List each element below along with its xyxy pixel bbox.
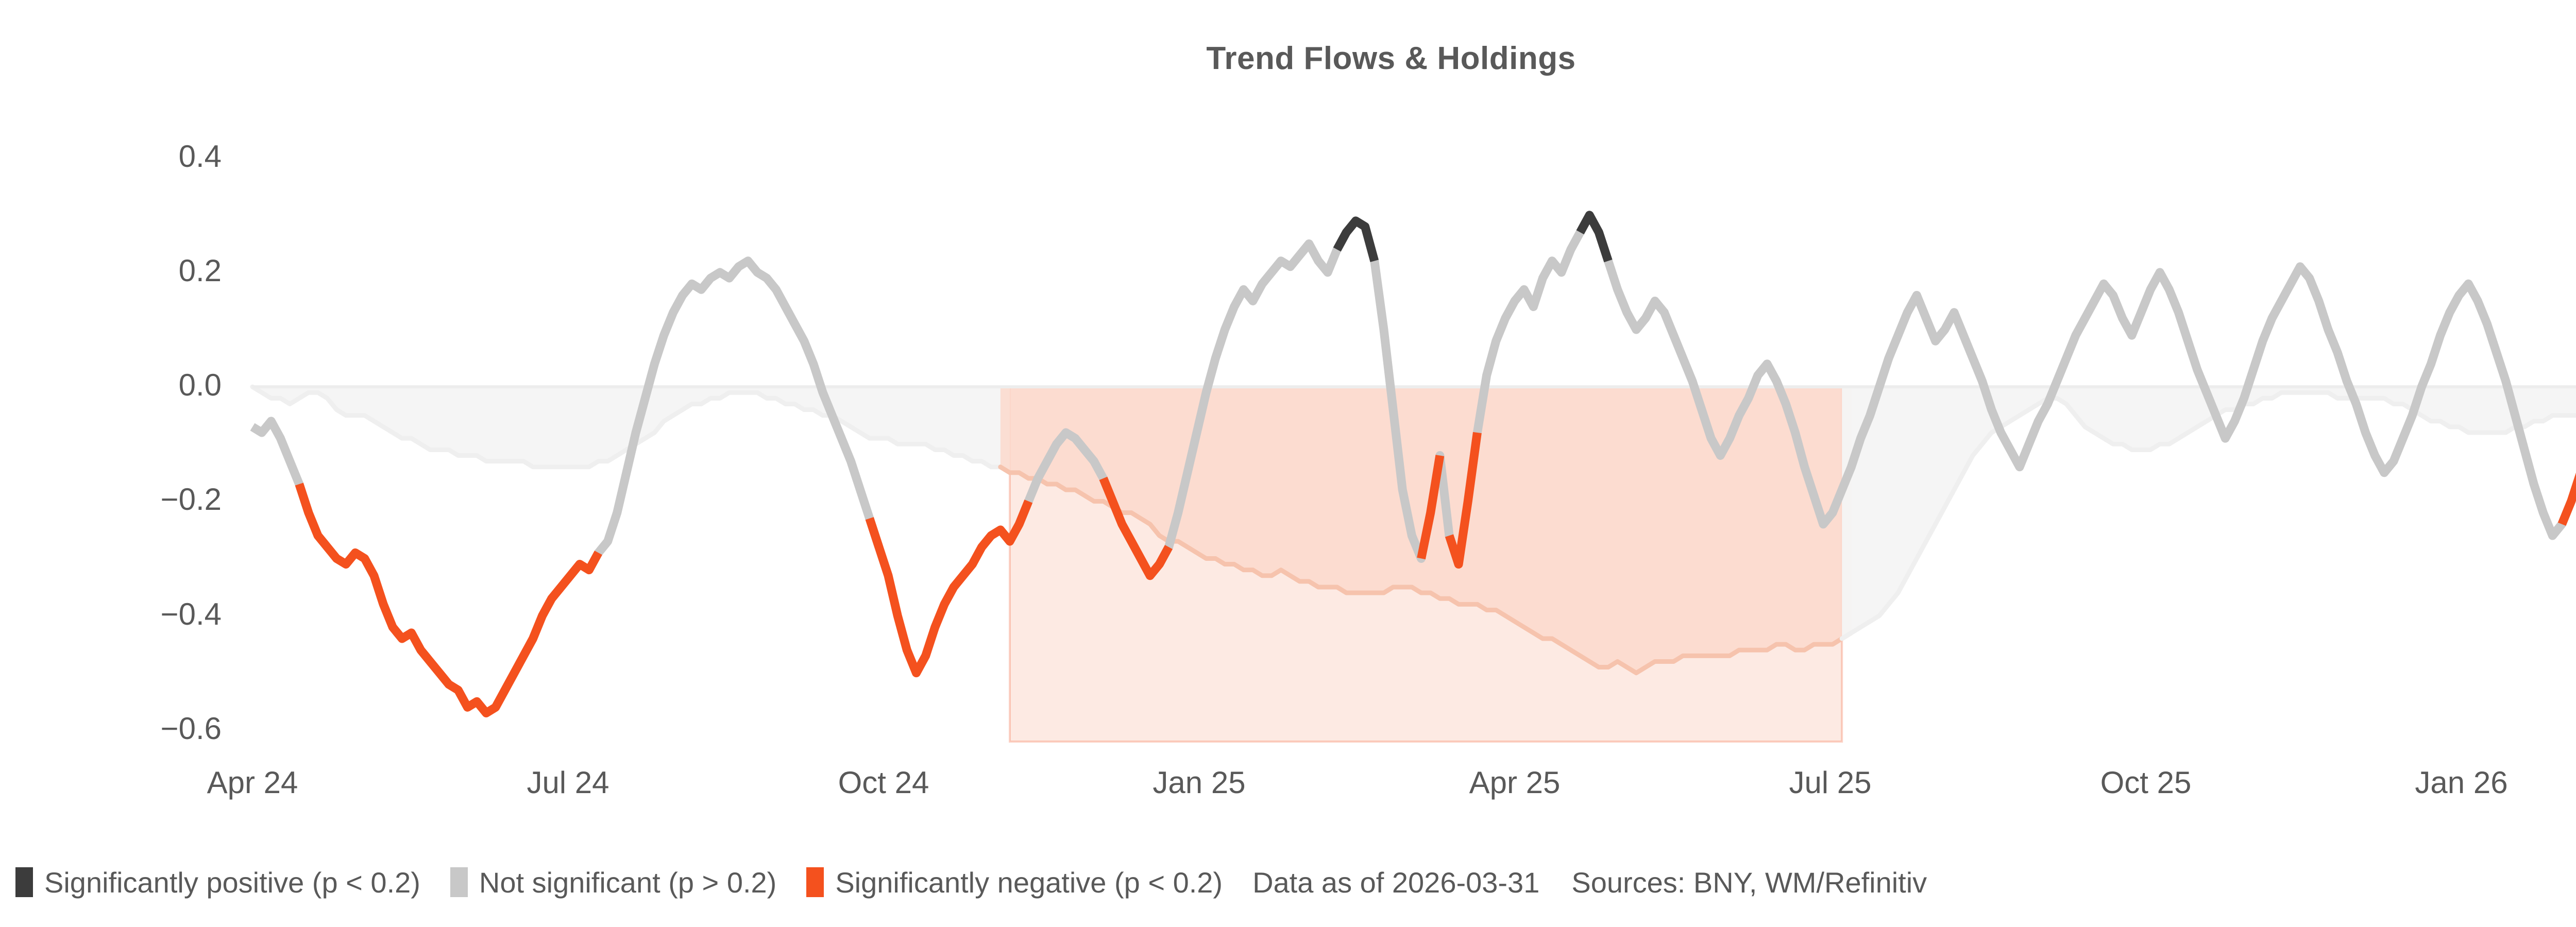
x-tick-label: Oct 25 [2100, 765, 2192, 800]
x-tick-label: Jul 24 [527, 765, 609, 800]
page-title: Trend Flows & Holdings [1206, 41, 1576, 76]
y-tick-label: 0.0 [178, 368, 222, 403]
legend-swatch-neutral-icon [450, 867, 468, 897]
legend-not-significant[interactable]: Not significant (p > 0.2) [450, 866, 776, 899]
legend-significant-negative[interactable]: Significantly negative (p < 0.2) [806, 866, 1223, 899]
sources-note: Sources: BNY, WM/Refinitiv [1571, 866, 1927, 899]
trend-line-segment-ns [1463, 213, 1594, 502]
trend-line-segment-neg [1417, 455, 1445, 560]
y-tick-label: −0.6 [160, 711, 222, 746]
trend-line-segment-neg [295, 483, 602, 717]
legend-label-neutral: Not significant (p > 0.2) [479, 866, 777, 899]
chart-legend: Significantly positive (p < 0.2) Not sig… [15, 859, 2576, 905]
trend-line-segment-pos [1576, 211, 1613, 263]
legend-swatch-negative-icon [806, 867, 824, 897]
legend-label-negative: Significantly negative (p < 0.2) [835, 866, 1223, 899]
chart-canvas [250, 211, 2576, 743]
x-tick-label: Jan 26 [2415, 765, 2508, 800]
y-tick-label: −0.4 [160, 596, 222, 631]
trend-line-segment-ns [1595, 231, 2575, 540]
holdings-area-outline [998, 465, 1854, 676]
legend-significant-positive[interactable]: Significantly positive (p < 0.2) [15, 866, 420, 899]
x-tick-label: Jan 25 [1153, 765, 1246, 800]
trend-line-segment-ns [1015, 428, 1117, 526]
holdings-area-segment [252, 387, 1010, 473]
x-tick-label: Jul 25 [1789, 765, 1872, 800]
trend-line-segment-pos [1333, 216, 1379, 262]
legend-label-positive: Significantly positive (p < 0.2) [44, 866, 420, 899]
trend-line-segment-ns [585, 256, 884, 572]
trend-line-segment-neg [1445, 432, 1482, 569]
holdings-area-outline [1839, 390, 2576, 641]
plot-area [250, 211, 2576, 743]
y-tick-label: 0.2 [178, 253, 222, 288]
legend-swatch-positive-icon [15, 867, 33, 897]
x-tick-label: Oct 24 [838, 765, 929, 800]
y-tick-label: −0.2 [160, 482, 222, 517]
x-tick-label: Apr 24 [207, 765, 298, 800]
trend-line-segment-neg [865, 500, 1033, 678]
holdings-area-segment [1842, 387, 2576, 639]
trend-line-segment-neg [1099, 476, 1173, 580]
y-tick-label: 0.4 [178, 139, 222, 174]
data-as-of-note: Data as of 2026-03-31 [1252, 866, 1540, 899]
x-tick-label: Apr 25 [1469, 765, 1561, 800]
trend-line-segment-ns [1155, 230, 1350, 566]
trend-line-segment-neg [2557, 472, 2576, 526]
